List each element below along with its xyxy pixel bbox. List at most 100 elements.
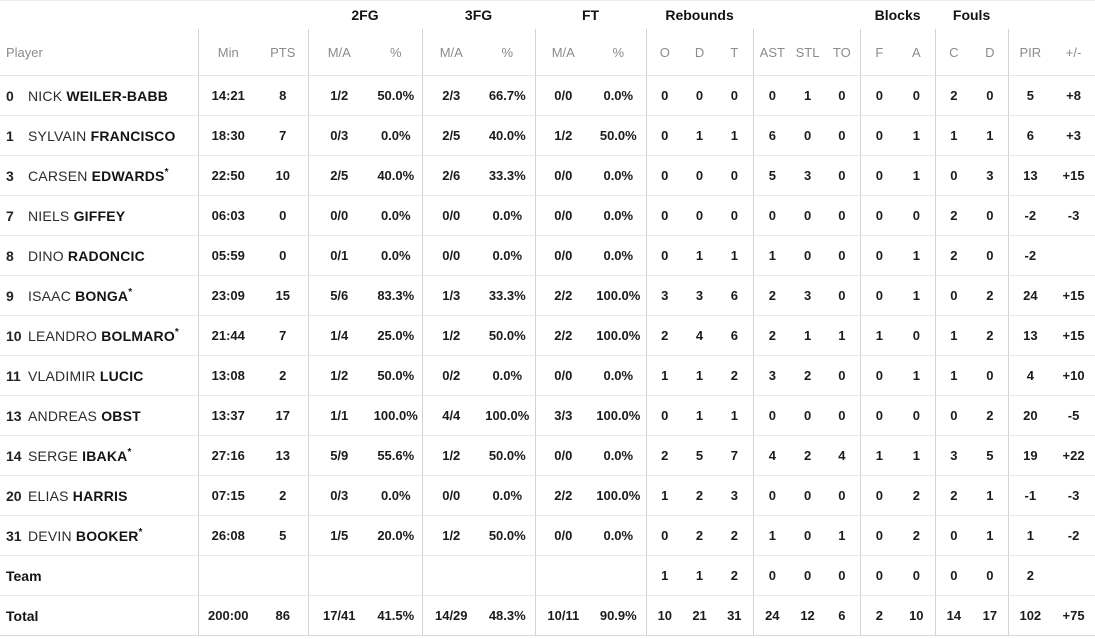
stat-cell: 0 [791,475,825,516]
stat-cell: 1 [898,235,936,276]
player-name-cell[interactable]: 0 NICK WEILER-BABB [0,75,198,116]
table-row: 3 CARSEN EDWARDS* 22:50 10 2/5 40.0% 2/6 33.3% 0… [0,155,1095,196]
player-name-cell[interactable]: 10 LEANDRO BOLMARO* [0,315,198,356]
column-header: Player [0,29,198,76]
player-first-name: DINO [28,247,68,264]
player-name-cell[interactable]: 7 NIELS GIFFEY [0,195,198,236]
starter-mark-icon: * [138,526,143,538]
stat-cell: 1/3 [421,275,481,316]
stat-cell [480,555,536,596]
stat-cell: 0 [972,355,1009,396]
stat-cell: 0 [934,275,973,316]
stat-cell: 0 [934,555,973,596]
stat-cell: 0 [824,395,861,436]
table-row: Total 200:00 86 17/41 41.5% 14/29 48.3% 10/11 90… [0,595,1095,636]
player-name-cell[interactable]: 13 ANDREAS OBST [0,395,198,436]
stat-cell: 25.0% [370,315,423,356]
player-name-cell[interactable]: 1 SYLVAIN FRANCISCO [0,115,198,156]
stat-cell: 3 [752,355,792,396]
table-row: 20 ELIAS HARRIS 07:15 2 0/3 0.0% 0/0 0.0% 2/2 100… [0,475,1095,516]
stat-cell: 0 [824,75,861,116]
stat-group-header-empty [753,1,860,30]
stat-cell: 0 [898,195,936,236]
stat-cell: 14 [934,595,973,636]
stat-cell: 100.0% [480,395,536,436]
stat-cell: 0 [972,195,1009,236]
stat-cell: 2 [258,475,308,516]
stat-cell: 0 [824,355,861,396]
stat-cell: 0 [972,75,1009,116]
stat-cell: 0 [645,155,684,196]
stat-cell: 2 [645,315,684,356]
stat-cell: 1/2 [307,75,370,116]
stat-cell: 0 [752,195,792,236]
stat-cell: 0 [258,235,308,276]
stat-cell: 0 [791,115,825,156]
stat-cell: 0 [859,235,899,276]
stat-cell: 24 [1007,275,1053,316]
stat-cell: 0 [824,115,861,156]
stat-group-header: 2FG [351,7,379,23]
stat-cell: 0/0 [421,235,481,276]
stat-cell: 2 [972,395,1009,436]
stat-cell: 5 [683,435,717,476]
stat-cell: 0 [824,555,861,596]
player-first-name: ELIAS [28,487,73,504]
table-row: 14 SERGE IBAKA* 27:16 13 5/9 55.6% 1/2 50.0% 0/0… [0,435,1095,476]
player-name-cell[interactable]: 20 ELIAS HARRIS [0,475,198,516]
stat-cell: 0 [258,195,308,236]
player-first-name: ANDREAS [28,407,102,424]
stat-cell: 0 [972,555,1009,596]
player-name-cell[interactable]: 31 DEVIN BOOKER* [0,515,198,556]
stat-cell: 0.0% [480,195,536,236]
stat-cell: 50.0% [480,515,536,556]
stat-cell: 1 [716,235,754,276]
stat-cell: -1 [1007,475,1053,516]
stat-cell: 12 [791,595,825,636]
column-header: % [591,29,647,76]
stat-cell: +75 [1052,595,1095,636]
stat-cell: 4 [824,435,861,476]
player-number: 31 [6,527,22,544]
player-first-name: NICK [28,87,67,104]
stat-cell: 0/0 [534,195,592,236]
column-header: Min [197,29,258,76]
stat-cell: 13 [1007,315,1053,356]
stat-cell: 0 [791,235,825,276]
stat-cell: 3 [934,435,973,476]
stat-cell: 3 [972,155,1009,196]
stat-cell: 0/0 [534,355,592,396]
stat-cell: 0.0% [591,515,647,556]
stat-cell: 3 [716,475,754,516]
stat-cell: 0 [824,475,861,516]
table-row: 1 SYLVAIN FRANCISCO 18:30 7 0/3 0.0% 2/5 40.0% 1… [0,115,1095,156]
stat-cell: 1 [716,115,754,156]
stat-cell: 0 [824,195,861,236]
player-rows: 0 NICK WEILER-BABB 14:21 8 1/2 50.0% 2/3 66.7% 0… [0,75,1095,636]
stat-cell: 1 [791,75,825,116]
column-header: T [716,29,754,76]
stat-cell: 100.0% [591,475,647,516]
stat-cell: 0/3 [307,115,370,156]
stat-cell: 2 [645,435,684,476]
stat-cell: 0 [752,75,792,116]
player-name-cell[interactable]: 3 CARSEN EDWARDS* [0,155,198,196]
stat-cell: 50.0% [480,315,536,356]
stat-cell: 4 [683,315,717,356]
column-header: D [683,29,717,76]
player-name-cell[interactable]: 9 ISAAC BONGA* [0,275,198,316]
stat-cell: 0 [972,235,1009,276]
stat-cell: 22:50 [197,155,258,196]
stat-cell: 2 [1007,555,1053,596]
stat-cell: 100.0% [370,395,423,436]
stat-cell [258,555,308,596]
stat-cell: 2/3 [421,75,481,116]
stat-cell: 0 [859,355,899,396]
column-header: M/A [534,29,592,76]
stat-cell: 50.0% [480,435,536,476]
stat-group-header: Rebounds [665,7,734,23]
player-name-cell[interactable]: 8 DINO RADONCIC [0,235,198,276]
team-row-label: Team [0,555,198,596]
player-name-cell[interactable]: 14 SERGE IBAKA* [0,435,198,476]
player-name-cell[interactable]: 11 VLADIMIR LUCIC [0,355,198,396]
